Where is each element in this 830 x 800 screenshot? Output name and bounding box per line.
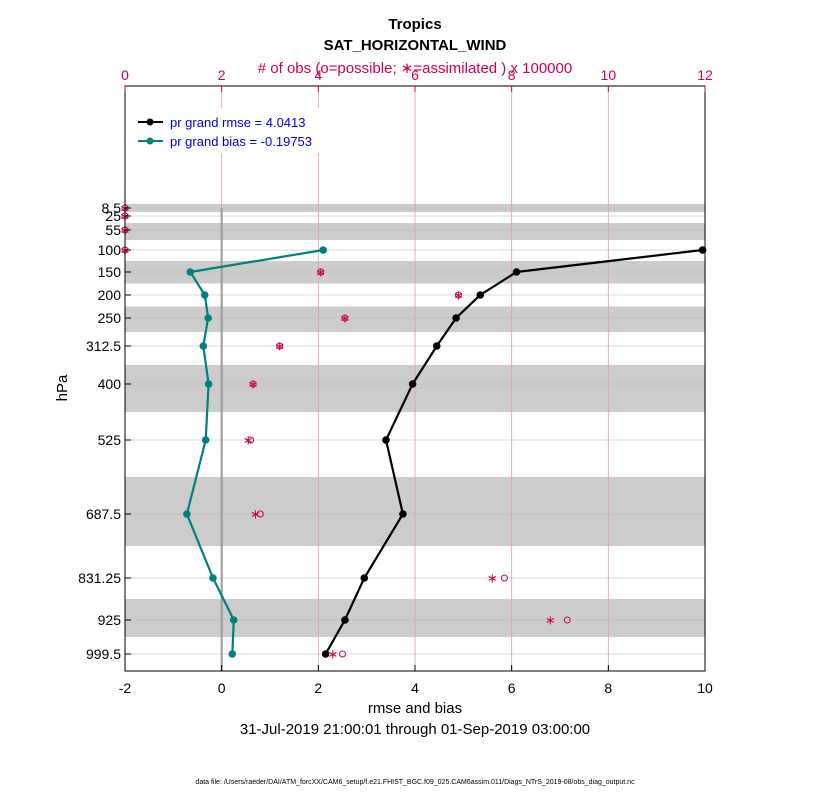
top-xtick-label-1: 2 [218, 67, 226, 83]
point-bias-1 [186, 268, 195, 276]
ytick-label-11: 831.25 [78, 570, 121, 586]
ytick-label-0: 8.5 [102, 200, 122, 216]
series-group [183, 246, 707, 658]
obs-assimilated-7: ∗ [274, 340, 285, 355]
point-rmse-2 [476, 291, 485, 299]
obs-possible-8 [249, 380, 257, 388]
xtick-label-5: 8 [604, 680, 612, 696]
obs-assimilated-13: ∗ [327, 648, 338, 663]
xtick-label-1: 0 [218, 680, 226, 696]
top-xtick-label-2: 4 [314, 67, 322, 83]
xtick-label-2: 2 [314, 680, 322, 696]
ytick-label-3: 100 [98, 242, 122, 258]
date-range-label: 31-Jul-2019 21:00:01 through 01-Sep-2019… [240, 721, 590, 738]
obs-assimilated-10: ∗ [250, 508, 261, 523]
ytick-label-1: 25 [105, 208, 121, 224]
obs-possible-13 [339, 650, 346, 658]
obs-possible-7 [276, 342, 284, 350]
obs-possible-6 [341, 314, 349, 322]
chart-title: Tropics [388, 16, 441, 33]
ytick-label-12: 925 [98, 612, 122, 628]
obs-possible-12 [563, 616, 571, 624]
ytick-label-7: 312.5 [86, 338, 121, 354]
xtick-label-0: -2 [119, 680, 132, 696]
obs-possible-4 [317, 268, 325, 276]
point-rmse-9 [341, 616, 349, 624]
point-rmse-3 [452, 314, 460, 322]
point-rmse-7 [399, 510, 407, 518]
point-bias-6 [201, 436, 210, 444]
point-bias-8 [209, 574, 217, 582]
ytick-label-10: 687.5 [86, 506, 121, 522]
point-bias-7 [183, 510, 191, 518]
obs-assimilated-5: ∗ [453, 289, 464, 304]
xtick-label-6: 10 [697, 680, 713, 696]
obs-assimilated-8: ∗ [248, 378, 259, 393]
obs-possible-5 [455, 291, 462, 299]
point-bias-2 [200, 291, 209, 299]
legend-label-rmse: pr grand rmse = 4.0413 [170, 115, 306, 130]
obs-possible-11 [500, 574, 508, 582]
obs-assimilated-4: ∗ [315, 266, 326, 281]
point-bias-9 [229, 616, 238, 624]
point-bias-5 [204, 380, 213, 388]
y-axis-label: hPa [54, 374, 71, 401]
point-rmse-0 [698, 246, 707, 254]
top-xtick-label-0: 0 [121, 67, 129, 83]
point-rmse-4 [432, 342, 441, 350]
top-xtick-label-4: 8 [508, 67, 516, 83]
legend-box [127, 108, 342, 153]
xtick-label-3: 4 [411, 680, 419, 696]
point-rmse-8 [360, 574, 369, 582]
legend-marker-rmse [146, 118, 154, 126]
ytick-label-5: 200 [98, 287, 122, 303]
point-rmse-5 [408, 380, 417, 388]
footer-datafile: data file: /Users/raeder/DAI/ATM_forcXX/… [195, 779, 635, 786]
ytick-label-13: 999.5 [86, 646, 121, 662]
axes: -2 0 2 4 6 8 100 2 4 6 8 10 128.52555100150200250312… [78, 67, 713, 696]
ytick-label-9: 525 [98, 432, 122, 448]
obs-assimilated-6: ∗ [339, 312, 350, 327]
top-xtick-label-6: 12 [697, 67, 713, 83]
top-axis-label: # of obs (o=possible; ∗=assimilated ) x … [258, 60, 572, 77]
legend-label-bias: pr grand bias = -0.19753 [170, 134, 312, 149]
point-bias-3 [204, 314, 212, 322]
obs-possible-10 [256, 510, 264, 518]
point-bias-0 [319, 246, 327, 254]
obs-possible-9 [247, 436, 255, 444]
ytick-label-6: 250 [98, 310, 122, 326]
xtick-label-4: 6 [508, 680, 516, 696]
top-xtick-label-5: 10 [601, 67, 617, 83]
point-bias-10 [228, 650, 237, 658]
top-xtick-label-3: 6 [411, 67, 419, 83]
point-rmse-6 [382, 436, 390, 444]
point-rmse-1 [512, 268, 521, 276]
point-bias-4 [199, 342, 208, 350]
ytick-label-2: 55 [105, 222, 121, 238]
point-rmse-10 [321, 650, 330, 658]
ytick-label-8: 400 [98, 376, 122, 392]
obs-assimilated-9: ∗ [243, 434, 254, 449]
obs-assimilated-12: ∗ [545, 614, 556, 629]
legend-marker-bias [146, 137, 154, 145]
chart-subtitle: SAT_HORIZONTAL_WIND [324, 37, 507, 54]
ytick-label-4: 150 [98, 264, 122, 280]
obs-assimilated-11: ∗ [487, 572, 498, 587]
legend: pr grand rmse = 4.0413 pr grand bias = -… [127, 108, 342, 153]
x-axis-label: rmse and bias [368, 700, 462, 717]
